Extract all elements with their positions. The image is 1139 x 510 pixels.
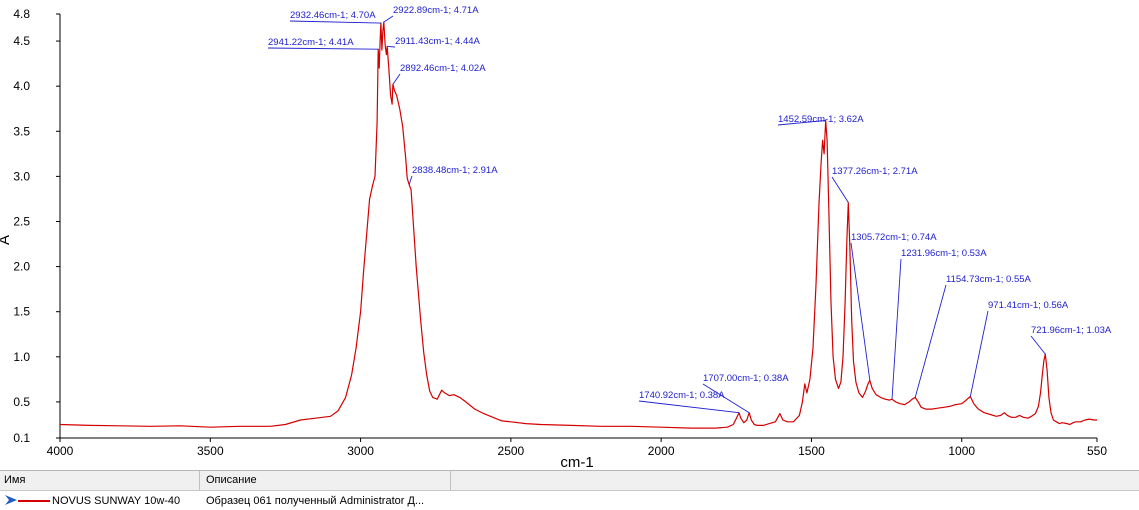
annotation-leader-line (383, 15, 394, 23)
series-description: Образец 061 полученный Administrator Д..… (206, 495, 425, 507)
annotation-leader-line (831, 176, 849, 203)
y-tick-label: 2.0 (13, 260, 30, 274)
y-tick-label: 4.0 (13, 79, 30, 93)
peak-annotation-label: 2911.43cm-1; 4.44A (395, 36, 481, 47)
x-tick-label: 1500 (798, 444, 825, 458)
y-tick-label: 3.0 (13, 169, 30, 183)
peak-annotation-label: 2932.46cm-1; 4.70A (290, 10, 376, 21)
series-color-swatch (18, 500, 50, 502)
peak-annotation-label: 721.96cm-1; 1.03A (1031, 325, 1112, 336)
x-axis-title: cm-1 (560, 454, 593, 468)
peak-annotation-label: 2922.89cm-1; 4.71A (393, 5, 479, 16)
peak-annotation-label: 2838.48cm-1; 2.91A (412, 165, 498, 176)
annotation-leader-line (891, 258, 902, 400)
peak-annotation-label: 2892.46cm-1; 4.02A (400, 63, 486, 74)
x-tick-label: 3500 (197, 444, 224, 458)
peak-annotation-label: 1377.26cm-1; 2.71A (832, 166, 918, 177)
annotation-leader-line (777, 120, 826, 126)
series-name: NOVUS SUNWAY 10w-40 (52, 495, 181, 507)
annotation-leader-line (1030, 335, 1046, 355)
x-tick-label: 2000 (648, 444, 675, 458)
y-tick-label: 0.5 (13, 395, 30, 409)
y-tick-label: 4.8 (13, 7, 30, 21)
y-tick-label: 4.5 (13, 34, 30, 48)
column-header-description[interactable]: Описание (206, 474, 257, 486)
annotation-leader-line (392, 73, 401, 85)
x-tick-label: 4000 (47, 444, 74, 458)
legend-table-header: Имя Описание (0, 471, 1139, 491)
x-tick-label: 550 (1087, 444, 1107, 458)
peak-annotation-label: 1305.72cm-1; 0.74A (851, 232, 937, 243)
peak-annotation-label: 1154.73cm-1; 0.55A (946, 274, 1032, 285)
selected-row-arrow-icon (5, 495, 17, 505)
y-tick-label: 1.5 (13, 305, 30, 319)
legend-row[interactable]: NOVUS SUNWAY 10w-40 Образец 061 полученн… (0, 491, 1139, 510)
peak-annotation-label: 971.41cm-1; 0.56A (988, 300, 1069, 311)
series-layer (59, 21, 1097, 429)
annotation-leader-line (702, 383, 750, 414)
annotation-leader-line (267, 47, 379, 50)
axes: 4000 3500 3000 2500 2000 1500 1000 550 0.1 0.5 1.0… (13, 7, 1107, 458)
annotation-leader-line (850, 242, 871, 381)
x-tick-label: 1000 (948, 444, 975, 458)
annotation-leader-line (408, 175, 413, 185)
column-divider[interactable] (450, 471, 451, 490)
annotation-leader-line (387, 46, 396, 48)
annotation-leader-line (638, 400, 740, 414)
column-divider[interactable] (199, 471, 200, 490)
y-tick-label: 1.0 (13, 350, 30, 364)
legend-table: Имя Описание NOVUS SUNWAY 10w-40 Образец… (0, 470, 1139, 510)
column-header-name[interactable]: Имя (4, 474, 26, 486)
annotations: 2932.46cm-1; 4.70A 2922.89cm-1; 4.71A 2941… (267, 5, 1112, 414)
y-tick-label: 2.5 (13, 214, 30, 228)
peak-annotation-label: 1452.59cm-1; 3.62A (778, 114, 864, 125)
series-line (59, 21, 1097, 429)
peak-annotation-label: 2941.22cm-1; 4.41A (268, 37, 354, 48)
peak-annotation-label: 1231.96cm-1; 0.53A (901, 248, 987, 259)
y-axis-title: A (0, 235, 13, 245)
annotation-leader-line (969, 310, 989, 397)
y-tick-label: 3.5 (13, 124, 30, 138)
spectrum-chart: 4000 3500 3000 2500 2000 1500 1000 550 0.1 0.5 1.0… (0, 5, 1112, 468)
x-tick-label: 3000 (347, 444, 374, 458)
x-tick-label: 2500 (498, 444, 525, 458)
peak-annotation-label: 1707.00cm-1; 0.38A (703, 373, 789, 384)
peak-annotation-label: 1740.92cm-1; 0.38A (639, 390, 725, 401)
annotation-leader-line (914, 284, 947, 398)
y-tick-label: 0.1 (13, 431, 30, 445)
annotation-leader-line (289, 20, 381, 24)
